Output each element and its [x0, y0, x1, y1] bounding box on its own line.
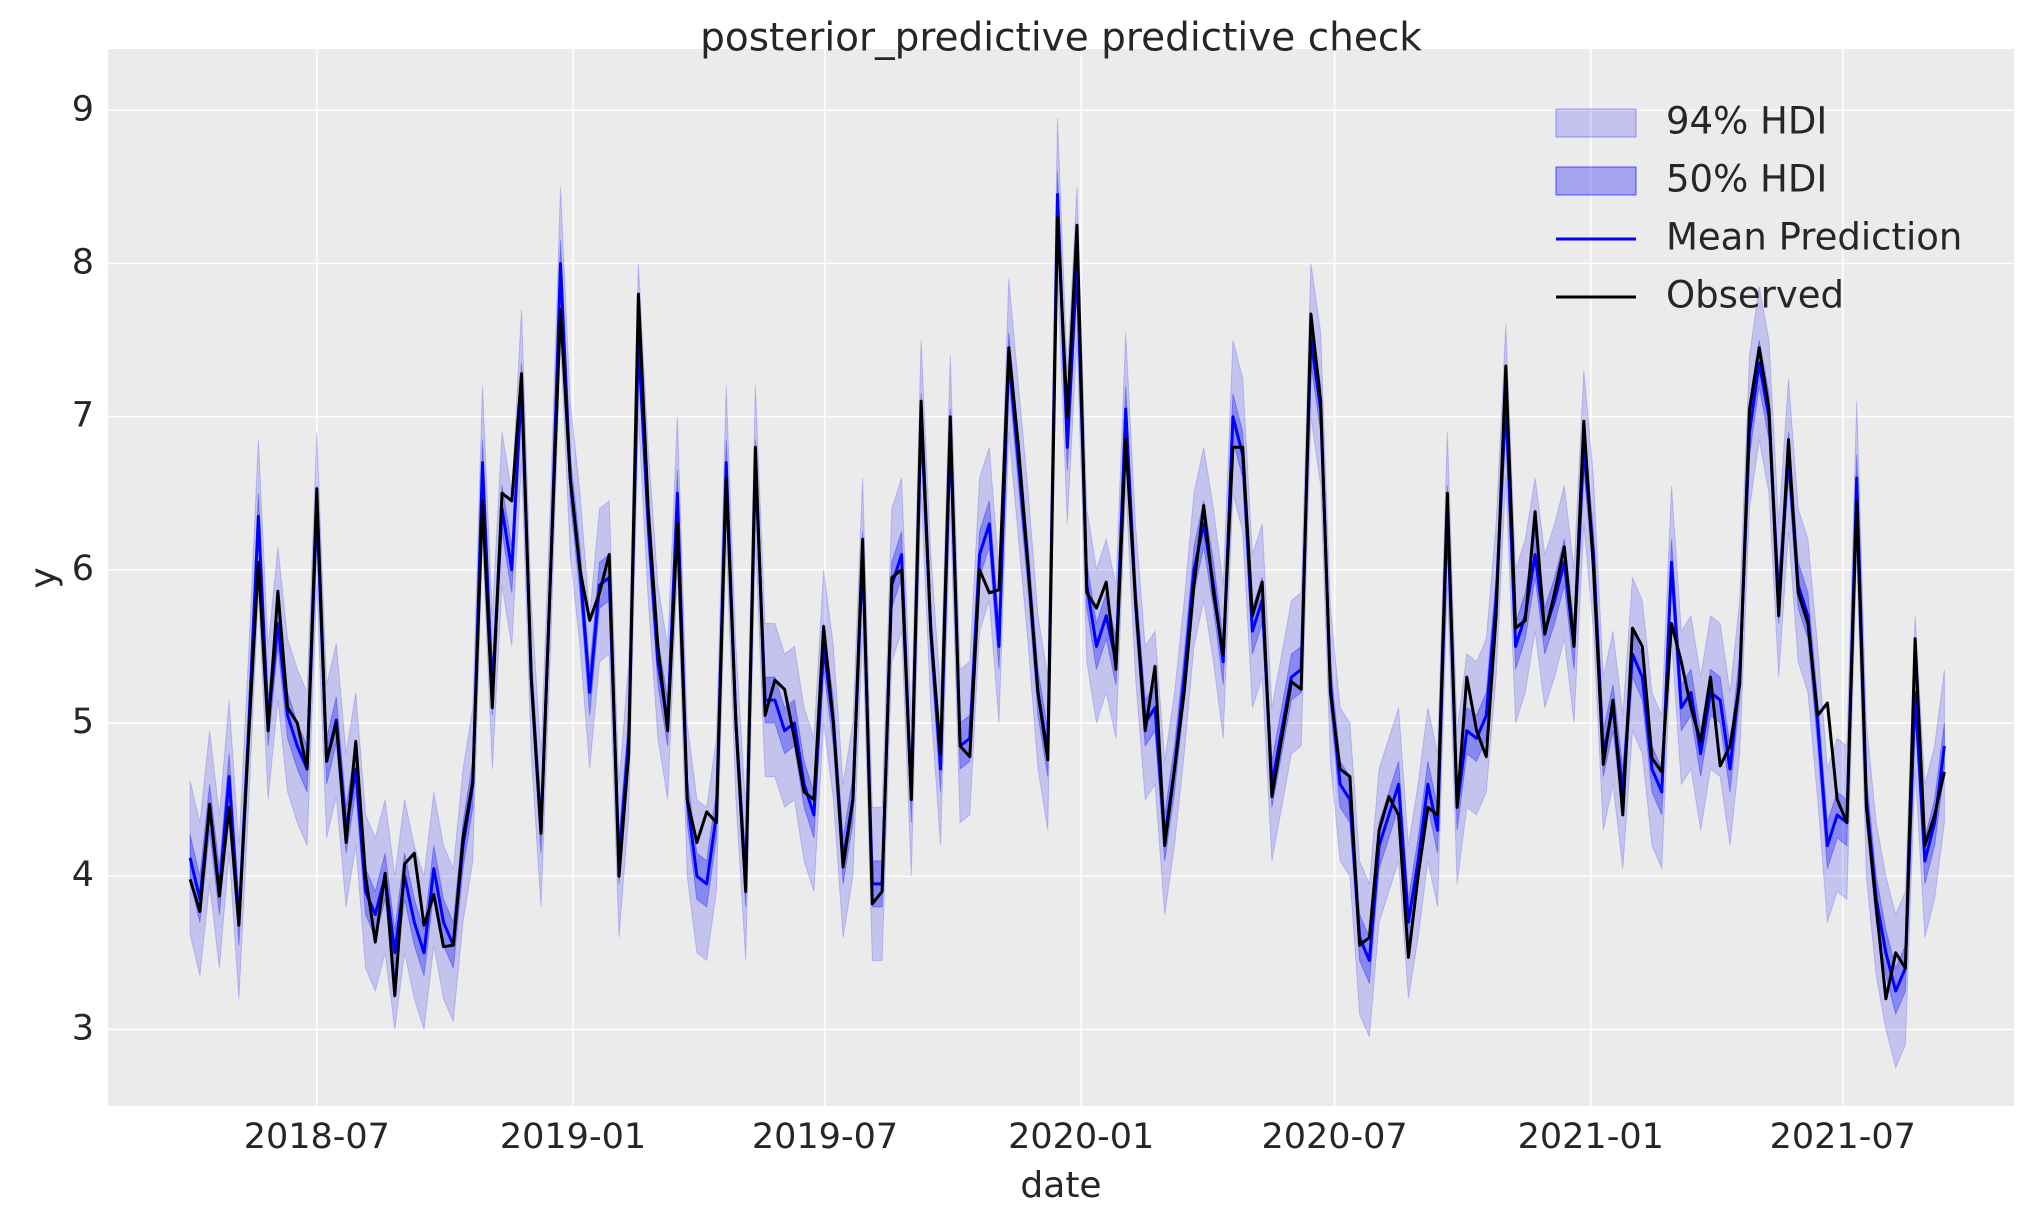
- legend-label: Observed: [1666, 274, 1844, 317]
- hdi-band: [189, 117, 1945, 1070]
- y-tick-label: 7: [72, 396, 94, 436]
- y-tick-label: 5: [72, 702, 94, 742]
- x-tick-label: 2018-07: [244, 1117, 390, 1157]
- marks: [188, 117, 1946, 1070]
- labels: 3 4 5 6 7 8 9 2018-07 2019-01 2019-07 2020-01 2020-…: [72, 89, 1916, 1157]
- x-tick-label: 2019-01: [500, 1117, 646, 1157]
- x-tick-label: 2021-01: [1518, 1117, 1664, 1157]
- legend-label: 50% HDI: [1666, 158, 1827, 201]
- x-tick-label: 2020-07: [1261, 1117, 1407, 1157]
- chart-title: posterior_predictive predictive check: [700, 16, 1422, 61]
- y-tick-label: 3: [72, 1008, 94, 1048]
- x-tick-label: 2019-07: [752, 1117, 898, 1157]
- legend-swatch: [1555, 166, 1637, 196]
- x-tick-label: 2021-07: [1770, 1117, 1916, 1157]
- legend-swatch: [1555, 108, 1637, 138]
- legend: 94% HDI 50% HDI Mean Prediction Observed: [1555, 100, 1962, 317]
- series-line: [188, 216, 1946, 1001]
- y-tick-label: 9: [72, 89, 94, 129]
- series-line: [188, 193, 1946, 993]
- x-tick-label: 2020-01: [1008, 1117, 1154, 1157]
- y-tick-label: 4: [72, 855, 94, 895]
- y-tick-label: 6: [72, 549, 94, 589]
- legend-label: 94% HDI: [1666, 100, 1827, 143]
- legend-label: Mean Prediction: [1666, 216, 1962, 259]
- y-axis-label: y: [23, 567, 64, 588]
- x-axis-label: date: [1020, 1165, 1101, 1206]
- grid: [108, 49, 2014, 1106]
- y-tick-label: 8: [72, 242, 94, 282]
